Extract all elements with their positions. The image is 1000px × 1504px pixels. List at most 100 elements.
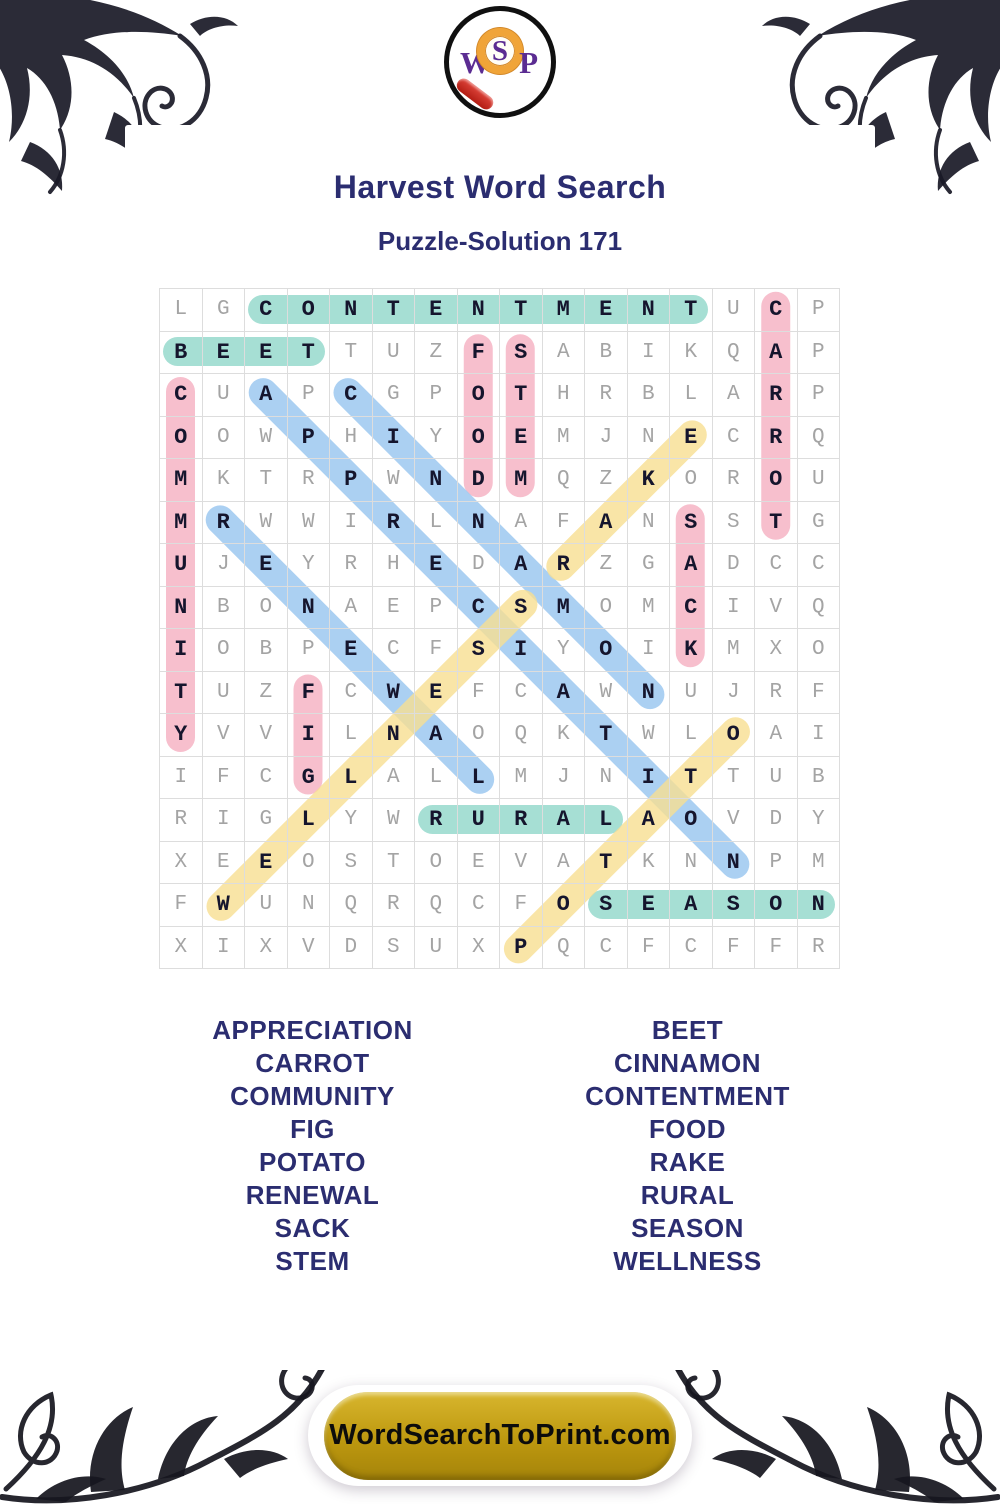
grid-cell: E [500, 416, 543, 459]
grid-cell: W [372, 671, 415, 714]
grid-cell: M [160, 459, 203, 502]
grid-cell: T [670, 289, 713, 332]
grid-cell: T [245, 459, 288, 502]
grid-cell: J [542, 756, 585, 799]
grid-cell: F [797, 671, 840, 714]
logo-letter-s: S [491, 34, 509, 67]
grid-cell: H [542, 374, 585, 417]
grid-cell: I [160, 629, 203, 672]
grid-cell: Z [585, 459, 628, 502]
grid-cell: Y [415, 416, 458, 459]
grid-cell: O [202, 416, 245, 459]
grid-cell: G [627, 544, 670, 587]
grid-cell: E [245, 544, 288, 587]
grid-cell: E [627, 884, 670, 927]
grid-cell: U [372, 331, 415, 374]
word-list-right: BEET CINNAMON CONTENTMENT FOOD RAKE RURAL SEAS… [500, 1014, 875, 1278]
word-list-item: WELLNESS [613, 1246, 762, 1276]
grid-cell: C [755, 289, 798, 332]
grid-cell: P [797, 289, 840, 332]
grid-cell: I [287, 714, 330, 757]
grid-cell: N [627, 416, 670, 459]
grid-cell: G [245, 799, 288, 842]
wsp-logo: W S P [444, 6, 556, 118]
grid-cell: N [372, 714, 415, 757]
word-list-item: CINNAMON [614, 1048, 761, 1078]
grid-cell: X [457, 926, 500, 969]
grid-cell: X [245, 926, 288, 969]
grid-cell: A [330, 586, 373, 629]
grid-cell: L [160, 289, 203, 332]
grid-cell: N [457, 289, 500, 332]
grid-cell: F [287, 671, 330, 714]
grid-cell: C [797, 544, 840, 587]
page-title: Harvest Word Search [333, 169, 667, 205]
grid-cell: K [627, 841, 670, 884]
grid-cell: E [670, 416, 713, 459]
grid-cell: A [670, 884, 713, 927]
grid-cell: T [500, 289, 543, 332]
grid-cell: E [372, 586, 415, 629]
grid-cell: R [755, 374, 798, 417]
grid-cell: T [755, 501, 798, 544]
grid-cell: L [585, 799, 628, 842]
grid-cell: O [585, 586, 628, 629]
grid-cell: R [755, 671, 798, 714]
grid-cell: Z [245, 671, 288, 714]
grid-cell: I [627, 331, 670, 374]
grid-cell: A [500, 501, 543, 544]
grid-cell: P [797, 374, 840, 417]
grid-cell: F [627, 926, 670, 969]
grid-cell: V [245, 714, 288, 757]
grid-cell: C [585, 926, 628, 969]
grid-cell: I [797, 714, 840, 757]
grid-cell: O [160, 416, 203, 459]
grid-cell: C [500, 671, 543, 714]
grid-cell: K [202, 459, 245, 502]
grid-cell: N [627, 671, 670, 714]
site-link-button[interactable]: WordSearchToPrint.com [308, 1385, 692, 1486]
grid-cell: I [712, 586, 755, 629]
site-link-label: WordSearchToPrint.com [329, 1419, 671, 1451]
grid-cell: D [712, 544, 755, 587]
grid-cell: A [755, 714, 798, 757]
grid-cell: P [287, 374, 330, 417]
grid-cell: U [160, 544, 203, 587]
grid-cell: M [160, 501, 203, 544]
grid-cell: A [670, 544, 713, 587]
site-link-button-face: WordSearchToPrint.com [324, 1391, 676, 1480]
grid-cell: G [372, 374, 415, 417]
grid-cell: O [755, 459, 798, 502]
grid-cell: C [457, 586, 500, 629]
word-list-left: APPRECIATION CARROT COMMUNITY FIG POTATO RENE… [125, 1014, 500, 1278]
grid-cell: K [627, 459, 670, 502]
grid-cell: B [245, 629, 288, 672]
grid-cell: O [542, 884, 585, 927]
grid-cell: R [500, 799, 543, 842]
grid-cell: R [330, 544, 373, 587]
grid-cell: O [457, 416, 500, 459]
grid-cell: C [755, 544, 798, 587]
grid-cell: Y [330, 799, 373, 842]
grid-cell: G [287, 756, 330, 799]
grid-cell: F [415, 629, 458, 672]
grid-cell: R [287, 459, 330, 502]
grid-cell: M [500, 459, 543, 502]
grid-cell: P [330, 459, 373, 502]
magnifier-handle-icon [454, 75, 496, 113]
grid-cell: M [500, 756, 543, 799]
grid-cell: S [712, 884, 755, 927]
grid-cell: T [712, 756, 755, 799]
grid-cell: R [585, 374, 628, 417]
word-highlight-season [587, 889, 836, 919]
grid-cell: B [797, 756, 840, 799]
word-list-item: CONTENTMENT [585, 1081, 790, 1111]
grid-cell: T [372, 289, 415, 332]
grid-cell: M [797, 841, 840, 884]
grid-cell: L [415, 501, 458, 544]
grid-cell: E [585, 289, 628, 332]
grid-cell: C [712, 416, 755, 459]
grid-cell: Y [797, 799, 840, 842]
grid-cell: S [457, 629, 500, 672]
grid-cell: W [585, 671, 628, 714]
